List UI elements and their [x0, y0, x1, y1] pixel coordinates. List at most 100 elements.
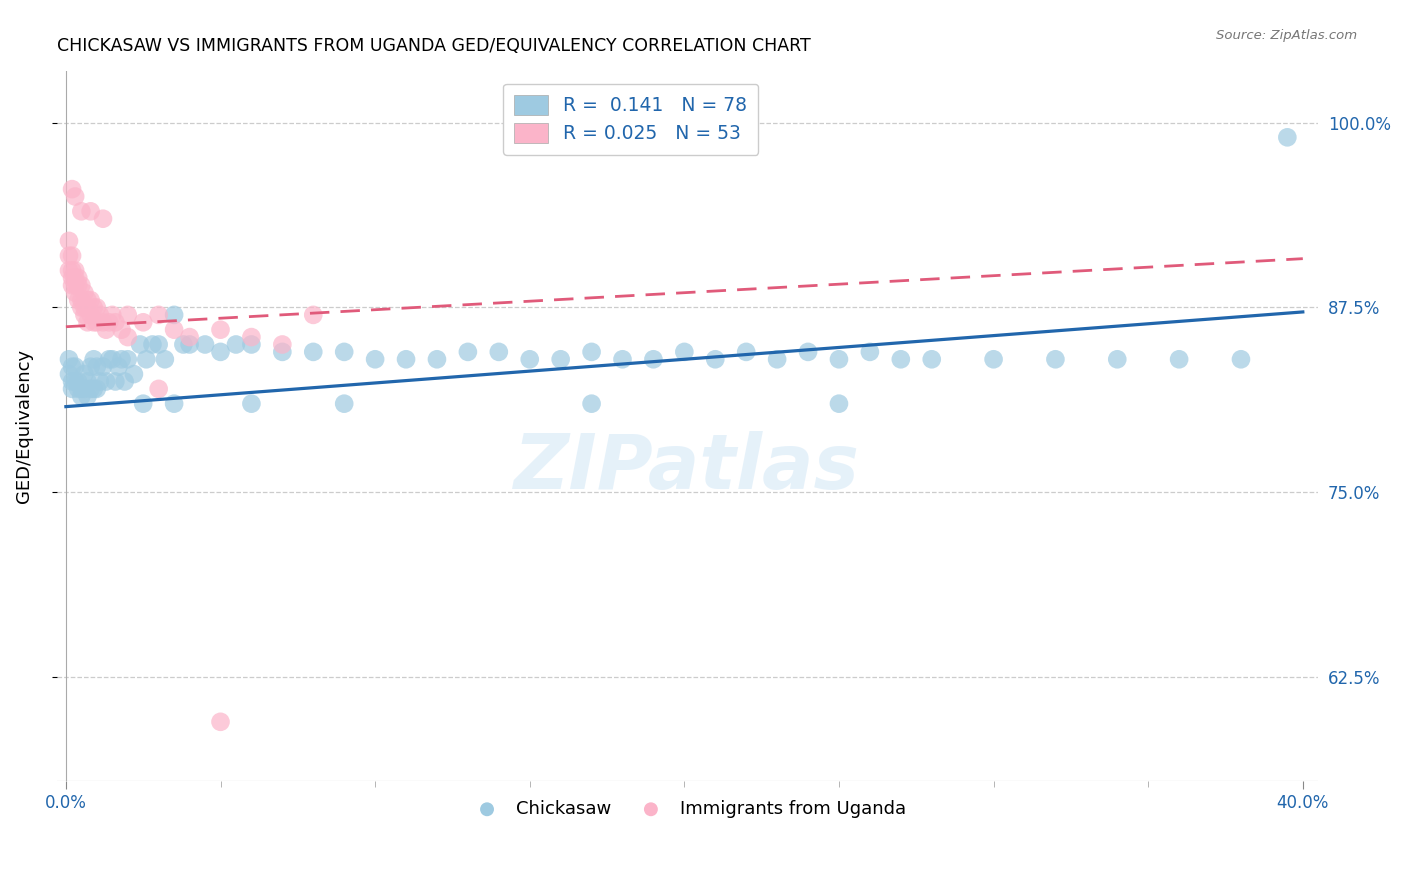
Point [76, 389, 98, 403]
Point [148, 308, 170, 322]
Point [79, 382, 101, 396]
Point [76, 301, 98, 315]
Point [91, 211, 114, 226]
Point [704, 352, 727, 367]
Point [172, 337, 194, 351]
Point [101, 308, 124, 322]
Point [135, 352, 157, 367]
Point [859, 344, 882, 359]
Point [58, 249, 80, 263]
Point [271, 344, 294, 359]
Point [60, 382, 83, 396]
Point [67, 375, 90, 389]
Point [70, 293, 93, 307]
Point [63, 359, 86, 374]
Point [98, 352, 121, 367]
Point [86, 315, 108, 329]
Point [179, 337, 201, 351]
Point [79, 204, 101, 219]
Point [117, 352, 139, 367]
Point [91, 315, 114, 329]
Point [110, 323, 132, 337]
Point [60, 375, 83, 389]
Point [94, 375, 117, 389]
Point [240, 330, 263, 344]
Point [163, 397, 186, 411]
Point [83, 382, 105, 396]
Point [302, 308, 325, 322]
Point [117, 308, 139, 322]
Point [890, 352, 912, 367]
Point [148, 337, 170, 351]
Point [581, 344, 603, 359]
Point [153, 352, 176, 367]
Point [60, 271, 83, 285]
Point [79, 293, 101, 307]
Point [240, 337, 263, 351]
Point [148, 382, 170, 396]
Text: ZIPatlas: ZIPatlas [515, 432, 860, 506]
Point [488, 344, 510, 359]
Point [63, 189, 86, 203]
Point [735, 344, 758, 359]
Point [457, 344, 479, 359]
Point [114, 375, 136, 389]
Point [132, 315, 155, 329]
Point [643, 352, 665, 367]
Point [70, 301, 93, 315]
Point [70, 389, 93, 403]
Point [67, 293, 90, 307]
Point [83, 315, 105, 329]
Point [58, 367, 80, 381]
Point [70, 204, 93, 219]
Point [333, 397, 356, 411]
Point [209, 344, 232, 359]
Point [163, 323, 186, 337]
Point [76, 293, 98, 307]
Point [110, 352, 132, 367]
Text: Source: ZipAtlas.com: Source: ZipAtlas.com [1216, 29, 1357, 42]
Point [163, 308, 186, 322]
Point [1277, 130, 1299, 145]
Point [60, 263, 83, 277]
Point [104, 375, 127, 389]
Point [104, 315, 127, 329]
Point [76, 315, 98, 329]
Point [179, 330, 201, 344]
Point [73, 308, 96, 322]
Point [107, 359, 129, 374]
Point [58, 234, 80, 248]
Point [132, 397, 155, 411]
Point [797, 344, 820, 359]
Point [333, 344, 356, 359]
Point [89, 375, 111, 389]
Legend: Chickasaw, Immigrants from Uganda: Chickasaw, Immigrants from Uganda [461, 793, 912, 825]
Point [828, 352, 851, 367]
Point [63, 375, 86, 389]
Point [129, 337, 152, 351]
Point [83, 352, 105, 367]
Point [240, 397, 263, 411]
Point [101, 352, 124, 367]
Point [86, 382, 108, 396]
Point [225, 337, 247, 351]
Point [766, 352, 789, 367]
Point [79, 308, 101, 322]
Y-axis label: GED/Equivalency: GED/Equivalency [15, 349, 32, 503]
Point [364, 352, 387, 367]
Point [1168, 352, 1191, 367]
Point [76, 375, 98, 389]
Point [550, 352, 572, 367]
Point [612, 352, 634, 367]
Point [58, 352, 80, 367]
Point [1230, 352, 1253, 367]
Point [302, 344, 325, 359]
Point [91, 359, 114, 374]
Point [63, 285, 86, 300]
Point [67, 382, 90, 396]
Point [63, 271, 86, 285]
Point [209, 323, 232, 337]
Point [73, 367, 96, 381]
Point [673, 344, 696, 359]
Point [67, 271, 90, 285]
